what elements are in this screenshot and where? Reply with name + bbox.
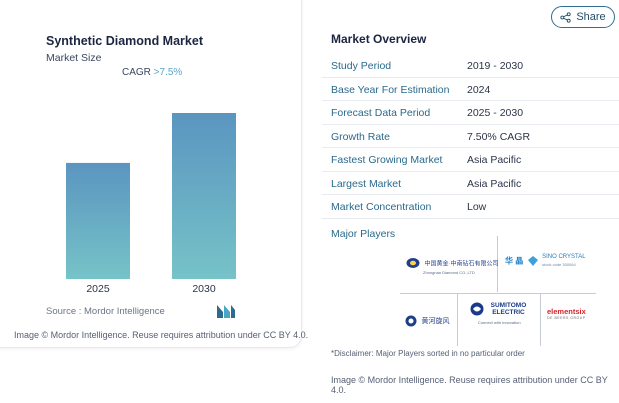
huanghe-emblem-icon: [405, 315, 417, 327]
overview-key: Market Concentration: [331, 201, 432, 213]
x-tick-label: 2030: [192, 283, 216, 295]
players-disclaimer: *Disclaimer: Major Players sorted in no …: [331, 349, 525, 358]
sumitomo-emblem-icon: [470, 302, 484, 316]
bar-chart: 2025 2030: [66, 113, 236, 295]
overview-value: 7.50% CAGR: [467, 130, 531, 143]
overview-attribution: Image © Mordor Intelligence. Reuse requi…: [331, 375, 608, 395]
player-logo-sumitomo: SUMITOMO ELECTRIC Connect with Innovatio…: [470, 300, 528, 325]
player-sub: stock code 300064: [542, 261, 576, 267]
chart-title: Synthetic Diamond Market: [46, 34, 203, 48]
overview-key: Base Year For Estimation: [331, 83, 450, 96]
major-players-logos: 中国黄金·中南钻石有限公司 Zhongnan Diamond CO.,LTD 华…: [400, 236, 596, 346]
overview-key: Study Period: [331, 60, 392, 72]
player-name: elementsix: [547, 307, 586, 316]
overview-value: 2019 - 2030: [467, 60, 524, 72]
overview-key: Largest Market: [331, 177, 402, 190]
overview-title: Market Overview: [331, 32, 427, 46]
share-label: Share: [576, 11, 606, 23]
player-logo-huanghe: 黄河旋风: [405, 312, 449, 330]
mordor-logo-icon: [217, 305, 235, 318]
player-cn-name: 华 晶: [505, 256, 524, 266]
overview-row-fastest-growing: Fastest Growing Market Asia Pacific: [322, 148, 619, 172]
overview-table: Study Period 2019 - 2030 Base Year For E…: [322, 54, 619, 219]
overview-key: Forecast Data Period: [331, 107, 431, 119]
chart-subtitle: Market Size: [46, 52, 102, 64]
player-sub: Zhongnan Diamond CO.,LTD: [423, 270, 475, 275]
overview-row-growth-rate: Growth Rate 7.50% CAGR: [322, 125, 619, 148]
player-sub: Connect with Innovation: [477, 320, 521, 325]
logo-divider: [540, 293, 541, 346]
logo-divider: [497, 236, 498, 292]
chart-source: Source : Mordor Intelligence: [46, 306, 165, 317]
logo-divider: [457, 293, 458, 346]
overview-key: Fastest Growing Market: [331, 154, 443, 166]
overview-row-study-period: Study Period 2019 - 2030: [322, 54, 619, 78]
overview-key: Growth Rate: [331, 130, 390, 143]
bar-2030: [172, 113, 236, 279]
chart-attribution: Image © Mordor Intelligence. Reuse requi…: [14, 330, 309, 340]
player-logo-zhongnan: 中国黄金·中南钻石有限公司 Zhongnan Diamond CO.,LTD: [406, 254, 498, 275]
cagr-label-text: CAGR: [122, 67, 154, 78]
overview-row-base-year: Base Year For Estimation 2024: [322, 78, 619, 101]
overview-value: Low: [467, 201, 487, 213]
player-logo-sino-crystal: 华 晶 SINO CRYSTAL stock code 300064: [505, 252, 586, 270]
player-sub: DE BEERS GROUP: [547, 316, 586, 320]
logo-divider: [400, 293, 596, 294]
overview-value: 2025 - 2030: [467, 107, 524, 119]
overview-value: Asia Pacific: [467, 177, 522, 190]
player-logo-element-six: elementsix DE BEERS GROUP: [547, 307, 586, 320]
overview-row-largest-market: Largest Market Asia Pacific: [322, 172, 619, 195]
overview-row-concentration: Market Concentration Low: [322, 195, 619, 219]
crystal-icon: [527, 255, 538, 266]
chart-card: [0, 0, 302, 348]
overview-value: 2024: [467, 83, 491, 96]
major-players-title: Major Players: [331, 228, 396, 240]
bar-2025: [66, 162, 130, 279]
player-name: 中国黄金·中南钻石有限公司: [424, 261, 499, 268]
player-name: 黄河旋风: [421, 317, 450, 325]
cagr-label: CAGR >7.5%: [122, 67, 182, 78]
x-tick-label: 2025: [86, 283, 110, 295]
zhongnan-emblem-icon: [406, 257, 420, 268]
share-button[interactable]: Share: [551, 6, 615, 28]
share-icon: [560, 11, 571, 23]
player-name: SUMITOMO ELECTRIC: [490, 301, 527, 316]
player-name: SINO CRYSTAL: [542, 253, 586, 260]
overview-value: Asia Pacific: [467, 154, 522, 166]
cagr-value: >7.5%: [153, 67, 183, 78]
overview-row-forecast-period: Forecast Data Period 2025 - 2030: [322, 101, 619, 125]
